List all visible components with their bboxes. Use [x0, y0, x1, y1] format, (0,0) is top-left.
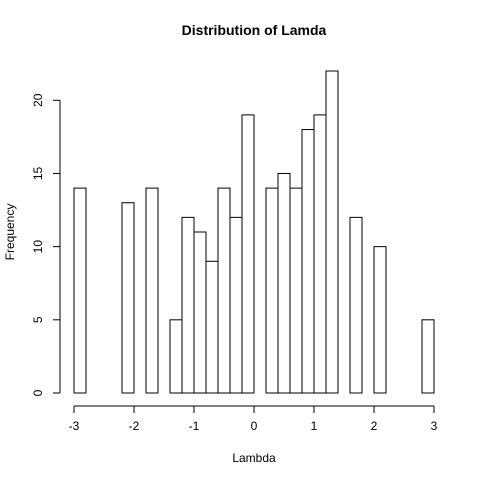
histogram-bar-18	[289, 187, 303, 394]
x-tick-label-1: -2	[129, 419, 140, 433]
y-tick-label-2: 10	[31, 240, 45, 254]
y-axis: 0 5 10 15 20	[31, 93, 61, 396]
x-axis-label: Lambda	[232, 451, 276, 465]
histogram-bar-11	[205, 260, 219, 394]
y-tick-label-3: 15	[31, 166, 45, 180]
histogram-bar-4	[121, 202, 135, 394]
x-tick-label-6: 3	[431, 419, 438, 433]
y-tick-label-0: 0	[31, 389, 45, 396]
histogram-bar-8	[169, 319, 183, 394]
x-tick-label-2: -1	[189, 419, 200, 433]
histogram-bar-19	[301, 129, 315, 394]
histogram-bar-13	[229, 216, 243, 394]
histogram-bar-29	[421, 319, 435, 394]
x-axis: -3 -2 -1 0 1 2 3	[69, 405, 438, 433]
histogram-bar-25	[373, 246, 387, 394]
y-tick-label-4: 20	[31, 93, 45, 107]
x-tick-label-4: 1	[311, 419, 318, 433]
histogram-bar-17	[277, 172, 291, 394]
histogram-bar-6	[145, 187, 159, 394]
histogram-bar-16	[265, 187, 279, 394]
y-tick-label-1: 5	[31, 316, 45, 323]
histogram-bar-23	[349, 216, 363, 394]
histogram-bar-21	[325, 70, 339, 394]
histogram-bar-10	[193, 231, 207, 394]
histogram-bar-0	[73, 187, 87, 394]
histogram-bar-12	[217, 187, 231, 394]
x-tick-label-5: 2	[371, 419, 378, 433]
histogram-bar-9	[181, 216, 195, 394]
x-tick-label-3: 0	[251, 419, 258, 433]
histogram-bars	[73, 70, 435, 394]
histogram-bar-20	[313, 114, 327, 394]
histogram-bar-14	[241, 114, 255, 394]
y-axis-label: Frequency	[3, 204, 17, 261]
x-tick-label-0: -3	[69, 419, 80, 433]
chart-title: Distribution of Lamda	[182, 22, 327, 38]
